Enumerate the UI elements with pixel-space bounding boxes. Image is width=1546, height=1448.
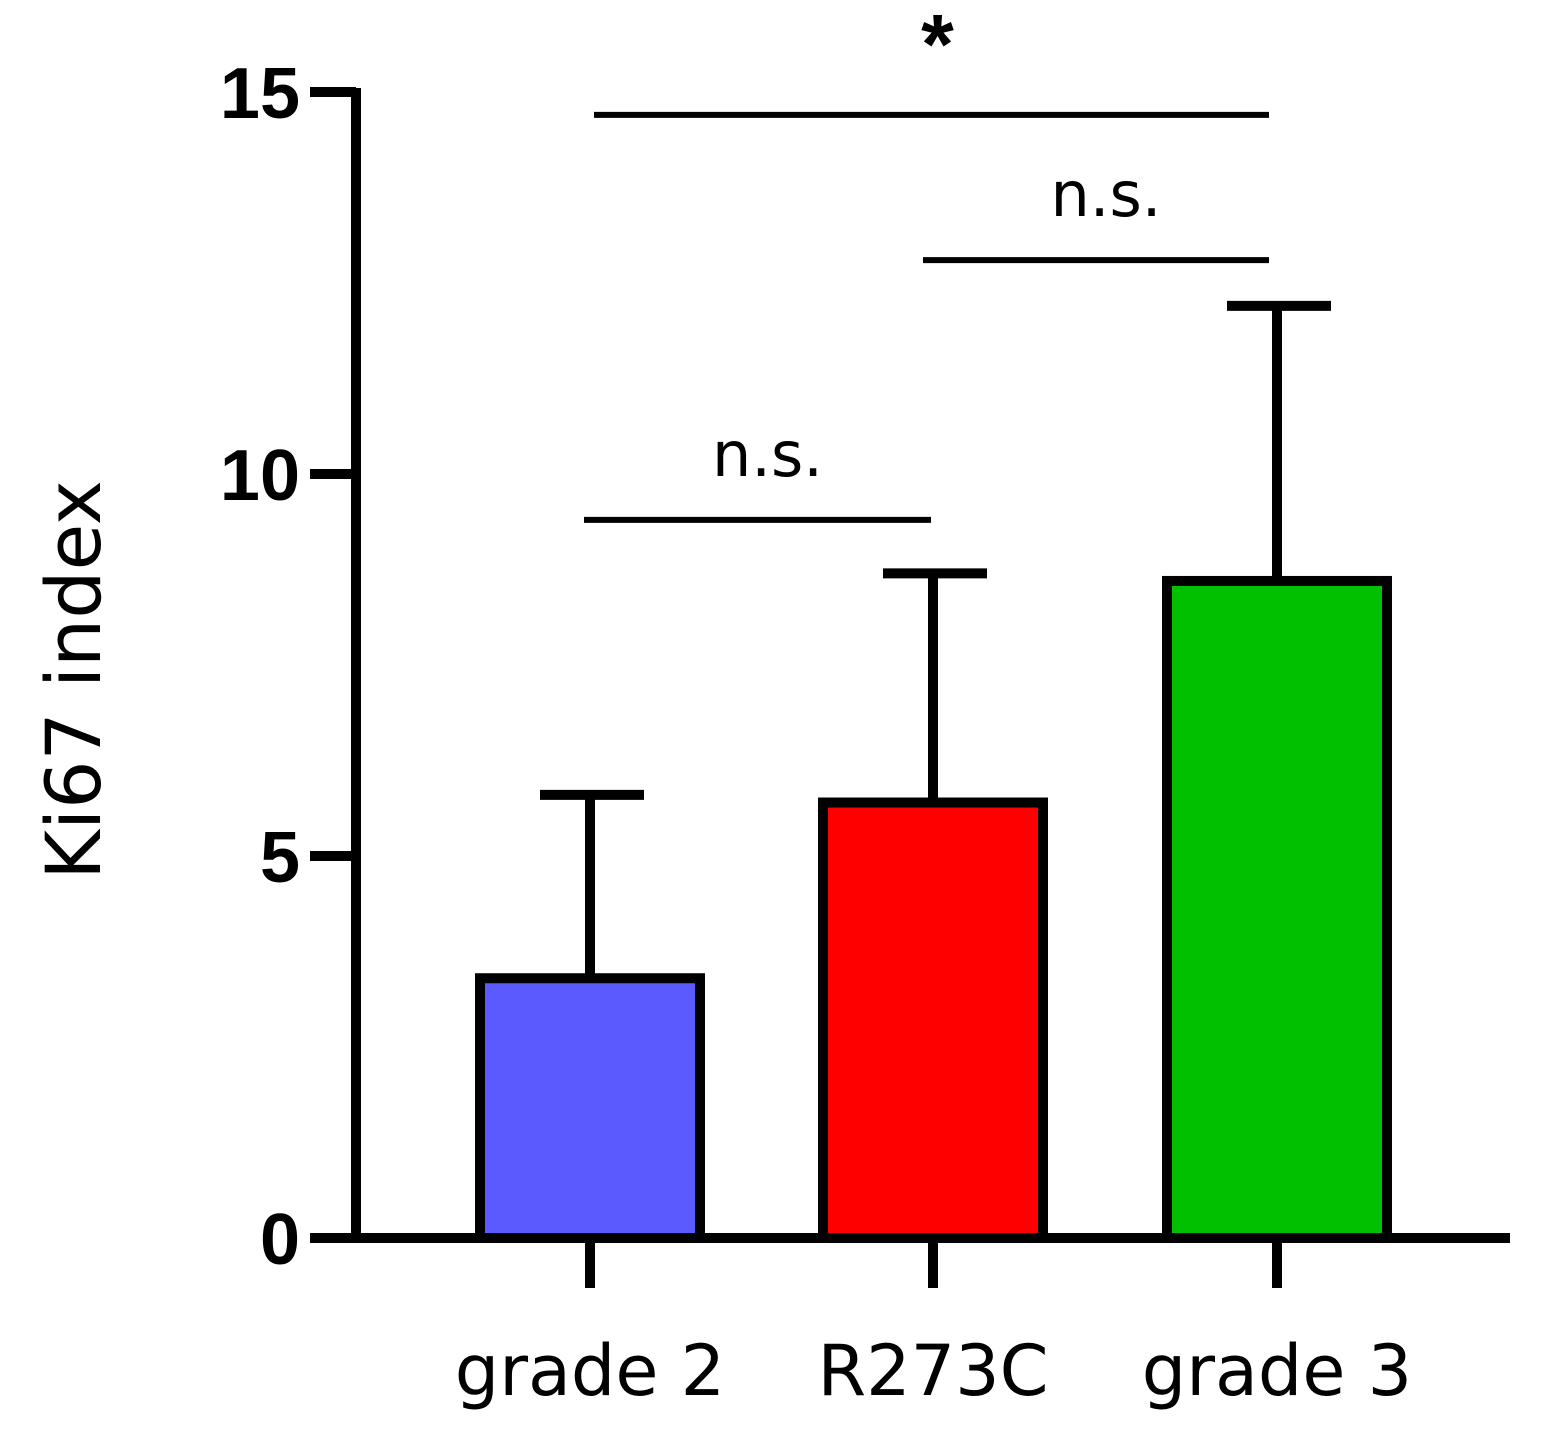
y-tick-label: 10: [220, 436, 300, 516]
y-tick-label: 5: [260, 818, 300, 898]
bar-r273c: [818, 797, 1048, 1244]
bars: [475, 300, 1392, 1244]
significance-brackets: [584, 111, 1269, 523]
y-tick-label: 15: [220, 54, 300, 134]
significance-label: n.s.: [712, 418, 823, 491]
y-axis-title: Ki67 index: [29, 480, 118, 880]
bar-grade-3: [1162, 575, 1392, 1243]
x-category-label: R273C: [817, 1330, 1048, 1412]
labels: 0 5 10 15 Ki67 index grade 2 R273C grade 3 n.s. n…: [29, 0, 1412, 1412]
bar-grade-2: [475, 973, 705, 1243]
significance-label: n.s.: [1050, 158, 1161, 231]
y-tick-label: 0: [260, 1200, 300, 1280]
significance-label: *: [921, 0, 954, 91]
x-category-label: grade 3: [1142, 1330, 1412, 1412]
x-category-label: grade 2: [455, 1330, 725, 1412]
